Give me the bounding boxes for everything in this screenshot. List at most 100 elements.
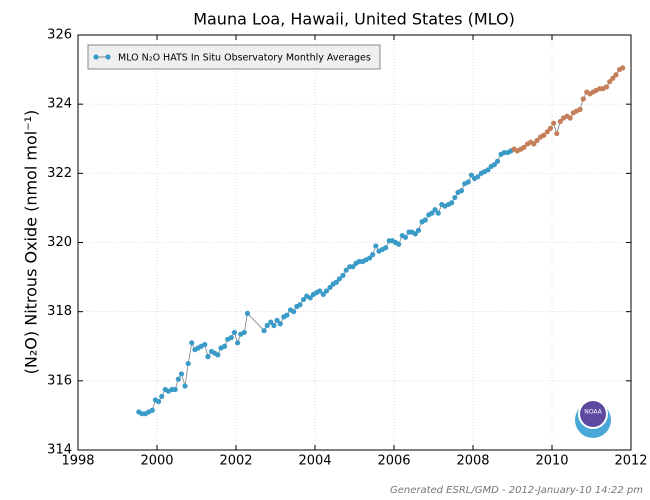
y-tick-label: 316 [47, 373, 72, 388]
data-point [307, 295, 313, 301]
data-point [373, 243, 379, 249]
y-tick-label: 314 [47, 443, 72, 458]
data-point [465, 179, 471, 185]
data-point [320, 291, 326, 297]
data-point [234, 340, 241, 346]
data-point [336, 276, 343, 282]
legend-box [87, 44, 381, 70]
data-point [291, 309, 297, 315]
data-point [175, 376, 181, 382]
data-point [139, 411, 145, 417]
data-point [340, 272, 346, 278]
data-point [541, 132, 547, 138]
data-point [468, 172, 475, 178]
data-point [221, 343, 228, 349]
series-line [513, 67, 623, 152]
data-point [452, 194, 458, 201]
data-point [261, 328, 267, 334]
data-point [202, 341, 208, 348]
x-tick-label: 1998 [61, 454, 94, 469]
x-tick-label: 2002 [219, 454, 252, 469]
data-point [607, 79, 613, 85]
data-point [485, 167, 491, 173]
data-point [370, 252, 376, 258]
logo [575, 399, 611, 438]
data-point [178, 371, 185, 377]
data-point [297, 302, 303, 308]
y-tick-label: 320 [47, 235, 72, 250]
data-point [182, 383, 188, 389]
data-point [149, 407, 155, 413]
y-tick-label: 322 [47, 166, 72, 181]
x-tick-label: 2012 [614, 454, 647, 469]
data-point [396, 241, 402, 247]
footer: Generated ESRL/GMD - 2012-January-10 14:… [390, 485, 643, 496]
x-tick-label: 2004 [298, 454, 331, 469]
data-point [215, 352, 221, 358]
y-tick-label: 318 [47, 304, 72, 319]
x-tick-label: 2006 [377, 454, 410, 469]
data-point [580, 96, 586, 102]
chart-title: Mauna Loa, Hawaii, United States (MLO) [193, 10, 515, 29]
data-point [435, 210, 441, 216]
data-point [610, 75, 616, 81]
x-tick-label: 2000 [140, 454, 173, 469]
data-point [544, 129, 550, 135]
data-point [356, 258, 362, 265]
legend-marker [105, 54, 111, 60]
data-point [205, 354, 211, 360]
data-point [412, 231, 418, 237]
y-tick-label: 324 [47, 97, 72, 112]
data-point [603, 84, 610, 90]
legend-label: MLO N₂O HATS In Situ Observatory Monthly… [118, 53, 371, 64]
data-point [494, 158, 501, 164]
data-point [534, 137, 540, 144]
x-tick-label: 2008 [456, 454, 489, 469]
y-axis-label: (N₂O) Nitrous Oxide (nmol mol⁻¹) [22, 110, 41, 375]
data-point [244, 310, 251, 316]
data-point [620, 65, 626, 71]
data-point [317, 288, 323, 294]
data-point [521, 144, 527, 150]
data-point [475, 174, 481, 180]
data-point [228, 335, 234, 341]
data-point [557, 118, 563, 125]
data-point [422, 217, 428, 223]
data-point [327, 284, 333, 291]
legend-marker [93, 54, 99, 60]
data-point [333, 279, 339, 285]
data-point [383, 245, 389, 251]
data-point [415, 227, 422, 233]
x-tick-label: 2010 [535, 454, 568, 469]
data-point [172, 386, 178, 393]
data-point [284, 312, 290, 318]
data-point [343, 267, 349, 273]
logo-text: NOAA [584, 409, 602, 416]
data-point [458, 188, 465, 194]
data-point [277, 321, 283, 327]
plot-frame [77, 34, 632, 451]
data-point [155, 398, 162, 405]
data-point [577, 106, 583, 112]
data-point [429, 210, 435, 216]
data-point [271, 322, 277, 329]
series-line [138, 150, 512, 415]
data-point [547, 125, 554, 131]
data-point [350, 264, 356, 270]
data-point [613, 72, 619, 78]
data-point [185, 360, 191, 367]
data-point [300, 296, 307, 303]
data-point [432, 207, 438, 213]
data-point [550, 120, 557, 126]
data-point [567, 115, 573, 121]
data-point [264, 322, 270, 329]
data-point [491, 162, 497, 168]
data-point [554, 130, 560, 137]
data-point [159, 393, 165, 399]
data-point [501, 149, 507, 156]
data-point [231, 329, 238, 336]
data-point [274, 317, 280, 323]
data-point [531, 141, 537, 147]
data-point [323, 288, 330, 294]
data-point [366, 255, 373, 261]
